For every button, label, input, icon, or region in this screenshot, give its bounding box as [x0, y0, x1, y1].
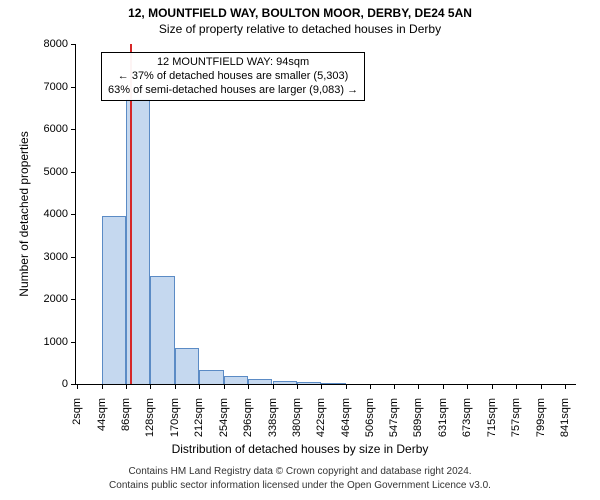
xtick-label: 338sqm	[267, 398, 279, 437]
annotation-line1: 12 MOUNTFIELD WAY: 94sqm	[108, 56, 358, 70]
histogram-bar	[199, 370, 223, 384]
ytick-mark	[71, 44, 76, 45]
footer-line2: Contains public sector information licen…	[0, 480, 600, 491]
ytick-mark	[71, 299, 76, 300]
ytick-label: 5000	[44, 166, 68, 178]
xtick-mark	[224, 384, 225, 389]
histogram-bar	[297, 382, 321, 384]
xtick-mark	[321, 384, 322, 389]
xtick-label: 589sqm	[412, 398, 424, 437]
xtick-mark	[467, 384, 468, 389]
ytick-mark	[71, 342, 76, 343]
ytick-label: 1000	[44, 336, 68, 348]
plot-area: 0100020003000400050006000700080002sqm44s…	[75, 44, 576, 385]
xtick-mark	[565, 384, 566, 389]
xtick-label: 380sqm	[291, 398, 303, 437]
ytick-mark	[71, 87, 76, 88]
xtick-mark	[370, 384, 371, 389]
histogram-bar	[321, 383, 345, 384]
ytick-mark	[71, 172, 76, 173]
xtick-mark	[102, 384, 103, 389]
ytick-label: 4000	[44, 208, 68, 220]
xtick-label: 841sqm	[559, 398, 571, 437]
chart-subtitle: Size of property relative to detached ho…	[0, 22, 600, 36]
ytick-label: 2000	[44, 293, 68, 305]
xtick-label: 86sqm	[120, 398, 132, 431]
xtick-label: 757sqm	[510, 398, 522, 437]
chart-root: 12, MOUNTFIELD WAY, BOULTON MOOR, DERBY,…	[0, 0, 600, 500]
xtick-mark	[394, 384, 395, 389]
annotation-line3: 63% of semi-detached houses are larger (…	[108, 84, 358, 98]
xtick-mark	[126, 384, 127, 389]
xtick-mark	[492, 384, 493, 389]
xtick-label: 422sqm	[315, 398, 327, 437]
xtick-label: 506sqm	[364, 398, 376, 437]
ytick-label: 7000	[44, 81, 68, 93]
xtick-mark	[150, 384, 151, 389]
xtick-label: 44sqm	[96, 398, 108, 431]
xtick-mark	[199, 384, 200, 389]
xtick-label: 296sqm	[242, 398, 254, 437]
xtick-mark	[248, 384, 249, 389]
ytick-mark	[71, 214, 76, 215]
histogram-bar	[150, 276, 174, 384]
xtick-label: 715sqm	[486, 398, 498, 437]
xtick-mark	[346, 384, 347, 389]
xtick-mark	[273, 384, 274, 389]
xtick-label: 631sqm	[437, 398, 449, 437]
ytick-mark	[71, 384, 76, 385]
xtick-label: 254sqm	[218, 398, 230, 437]
histogram-bar	[224, 376, 248, 384]
xtick-label: 547sqm	[388, 398, 400, 437]
chart-title: 12, MOUNTFIELD WAY, BOULTON MOOR, DERBY,…	[0, 6, 600, 20]
annotation-line2: ← 37% of detached houses are smaller (5,…	[108, 70, 358, 84]
ytick-label: 6000	[44, 123, 68, 135]
xtick-label: 128sqm	[144, 398, 156, 437]
xtick-mark	[541, 384, 542, 389]
x-axis-label: Distribution of detached houses by size …	[0, 442, 600, 456]
xtick-mark	[175, 384, 176, 389]
xtick-mark	[77, 384, 78, 389]
ytick-label: 8000	[44, 38, 68, 50]
ytick-mark	[71, 129, 76, 130]
ytick-label: 3000	[44, 251, 68, 263]
xtick-label: 799sqm	[535, 398, 547, 437]
xtick-mark	[418, 384, 419, 389]
histogram-bar	[175, 348, 199, 384]
histogram-bar	[273, 381, 297, 384]
ytick-mark	[71, 257, 76, 258]
y-axis-label: Number of detached properties	[17, 131, 31, 296]
histogram-bar	[102, 216, 126, 384]
xtick-mark	[443, 384, 444, 389]
xtick-label: 2sqm	[71, 398, 83, 425]
xtick-mark	[297, 384, 298, 389]
xtick-label: 170sqm	[169, 398, 181, 437]
xtick-label: 673sqm	[461, 398, 473, 437]
footer-line1: Contains HM Land Registry data © Crown c…	[0, 466, 600, 477]
xtick-label: 464sqm	[340, 398, 352, 437]
xtick-label: 212sqm	[193, 398, 205, 437]
xtick-mark	[516, 384, 517, 389]
ytick-label: 0	[62, 378, 68, 390]
annotation-box: 12 MOUNTFIELD WAY: 94sqm ← 37% of detach…	[101, 52, 365, 101]
histogram-bar	[248, 379, 272, 384]
